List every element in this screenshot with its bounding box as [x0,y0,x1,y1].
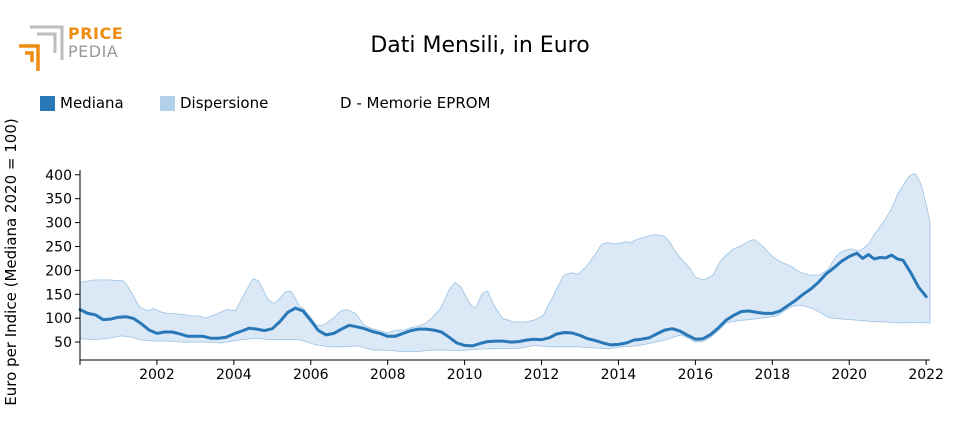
pricepedia-logo: PRICE PEDIA [18,24,128,74]
y-tick-label-350: 350 [45,192,72,208]
legend-swatch-dispersion [160,95,175,111]
x-tick-label-2010: 2010 [447,367,483,383]
x-tick-label-2022: 2022 [908,367,944,383]
x-tick-label-2016: 2016 [678,367,714,383]
y-tick-label-400: 400 [45,168,72,184]
pricepedia-logo-mark [19,25,64,71]
legend-item-median[interactable]: Mediana [40,94,124,112]
legend-item-dispersion[interactable]: Dispersione [160,94,268,112]
legend-label-dispersion: Dispersione [180,94,269,112]
axes-layer: 50 100 150 200 250 300 350 400 2002 2004 2006 2008 2… [45,168,944,383]
x-tick-label-2006: 2006 [293,367,329,383]
x-tick-label-2008: 2008 [370,367,406,383]
series-label: D - Memorie EPROM [340,94,491,112]
x-tick-label-2020: 2020 [831,367,867,383]
y-axis-label: Euro per Indice (Mediana 2020 = 100) [2,118,20,405]
y-tick-label-50: 50 [54,335,72,351]
x-tick-label-2002: 2002 [139,367,175,383]
x-tick-label-2012: 2012 [524,367,560,383]
legend-swatch-median [40,95,55,111]
dispersion-band [79,173,931,352]
median-line [78,251,928,348]
y-tick-label-200: 200 [45,263,72,279]
y-tick-label-300: 300 [45,216,72,232]
y-tick-label-100: 100 [45,311,72,327]
y-tick-label-150: 150 [45,287,72,303]
x-tick-label-2018: 2018 [754,367,790,383]
logo-text-price: PRICE [68,24,124,43]
median-layer [78,251,928,348]
x-tick-label-2004: 2004 [216,367,252,383]
dispersion-layer [79,173,931,352]
logo-text-pedia: PEDIA [68,42,119,61]
legend-label-median: Mediana [60,94,124,112]
chart-title: Dati Mensili, in Euro [370,33,590,58]
y-tick-label-250: 250 [45,239,72,255]
x-tick-label-2014: 2014 [601,367,637,383]
